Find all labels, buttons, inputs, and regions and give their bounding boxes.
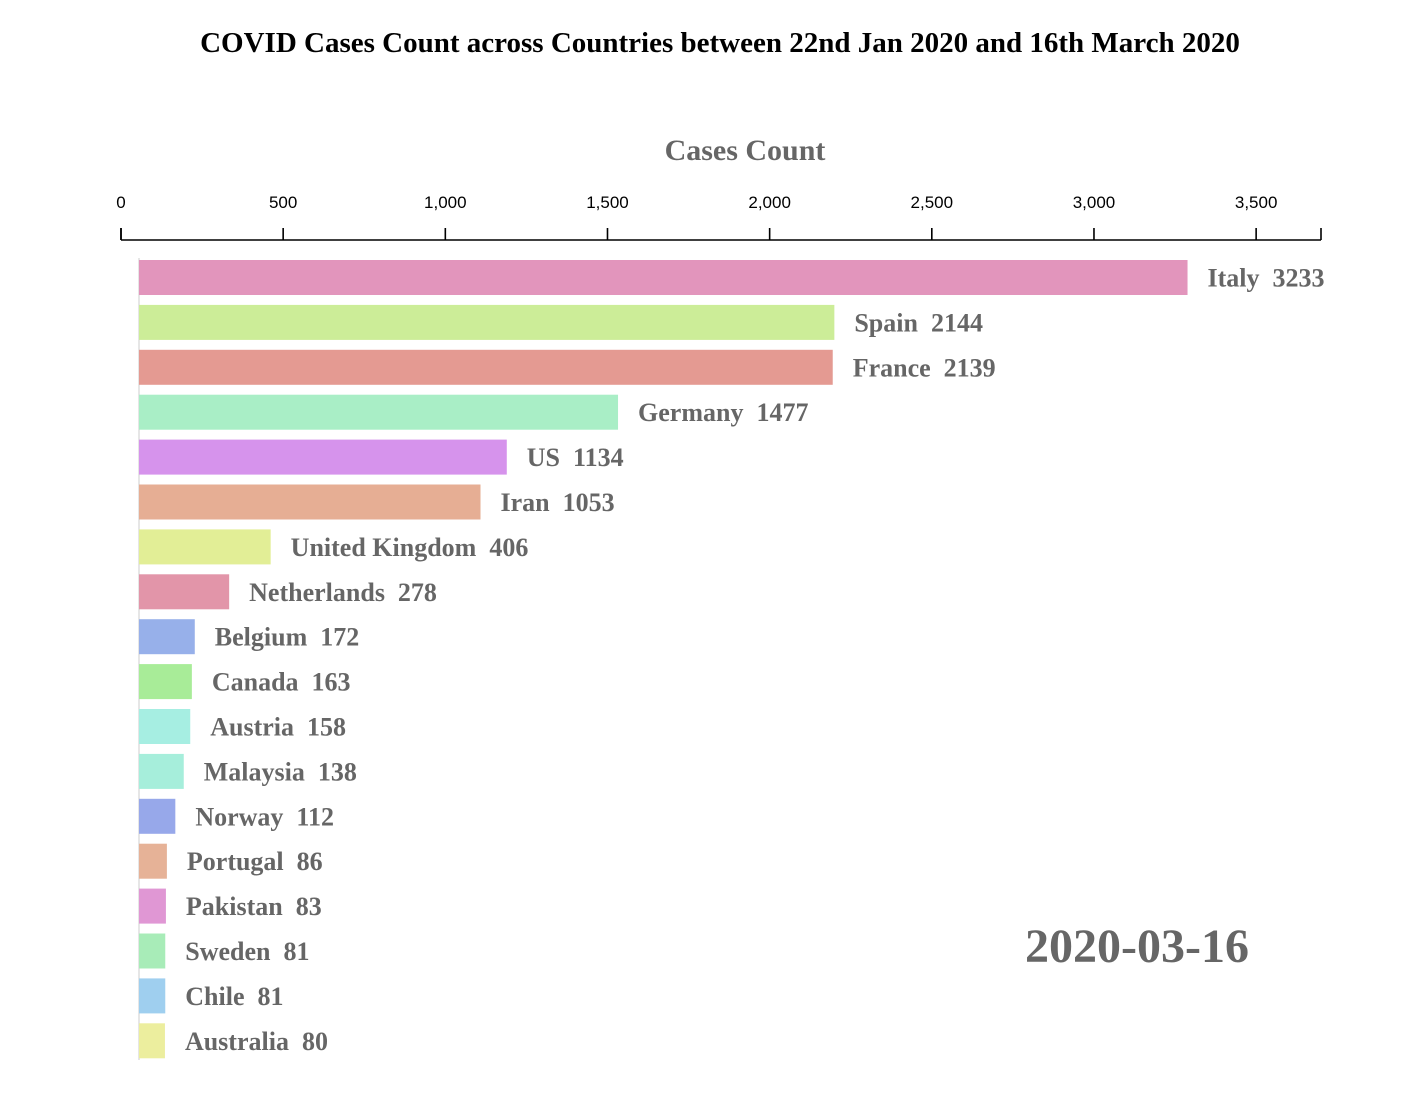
bar-norway [139, 798, 176, 834]
bar-germany [139, 394, 619, 430]
x-tick-label: 1,500 [586, 193, 629, 212]
bar-austria [139, 709, 191, 744]
bar-sweden [139, 933, 166, 969]
bar-label: Iran 1053 [501, 488, 615, 517]
bar-spain [139, 304, 835, 340]
bar-label: Norway 112 [195, 802, 334, 831]
x-axis-title: Cases Count [665, 134, 826, 167]
bar-label: Germany 1477 [638, 398, 808, 427]
bar-label: Netherlands 278 [249, 578, 437, 607]
bar-label: Canada 163 [212, 668, 351, 697]
bar-belgium [139, 619, 195, 655]
bar-iran [139, 484, 481, 520]
bar-chile [139, 978, 166, 1014]
bar-label: France 2139 [853, 353, 996, 382]
x-tick-label: 2,000 [748, 193, 791, 212]
x-tick-label: 2,500 [911, 193, 954, 212]
bar-australia [139, 1023, 165, 1059]
bar-label: Sweden 81 [185, 937, 309, 966]
bar-malaysia [139, 753, 184, 789]
bar-label: Chile 81 [185, 982, 283, 1011]
bars-group: Italy 3233 Spain 2144 France 2139 Germany 1… [139, 260, 1325, 1059]
bar-label: Australia 80 [185, 1027, 328, 1056]
date-label: 2020-03-16 [1025, 920, 1249, 973]
x-tick-label: 3,000 [1073, 193, 1116, 212]
bar-label: US 1134 [527, 443, 624, 472]
x-axis: 0 500 1,000 1,500 2,000 2,500 3,000 3,500 [116, 193, 1322, 241]
x-tick-label: 3,500 [1235, 193, 1278, 212]
bar-label: Austria 158 [210, 713, 346, 742]
bar-pakistan [139, 888, 166, 924]
bar-label: Pakistan 83 [186, 892, 322, 921]
x-tick-label: 500 [269, 193, 297, 212]
bar-label: Belgium 172 [215, 623, 359, 652]
bar-france [139, 349, 833, 385]
bar-netherlands [139, 574, 230, 610]
x-tick-label: 0 [116, 193, 125, 212]
bar-united-kingdom [139, 529, 271, 565]
bar-label: United Kingdom 406 [291, 533, 529, 562]
bar-portugal [139, 843, 167, 879]
x-tick-label: 1,000 [424, 193, 467, 212]
bar-label: Malaysia 138 [204, 757, 357, 786]
bar-label: Italy 3233 [1208, 264, 1325, 293]
bar-label: Portugal 86 [187, 847, 323, 876]
bar-us [139, 439, 507, 475]
bar-label: Spain 2144 [854, 308, 983, 337]
chart-title: COVID Cases Count across Countries betwe… [200, 27, 1240, 59]
bar-canada [139, 664, 192, 700]
bar-italy [139, 260, 1188, 295]
